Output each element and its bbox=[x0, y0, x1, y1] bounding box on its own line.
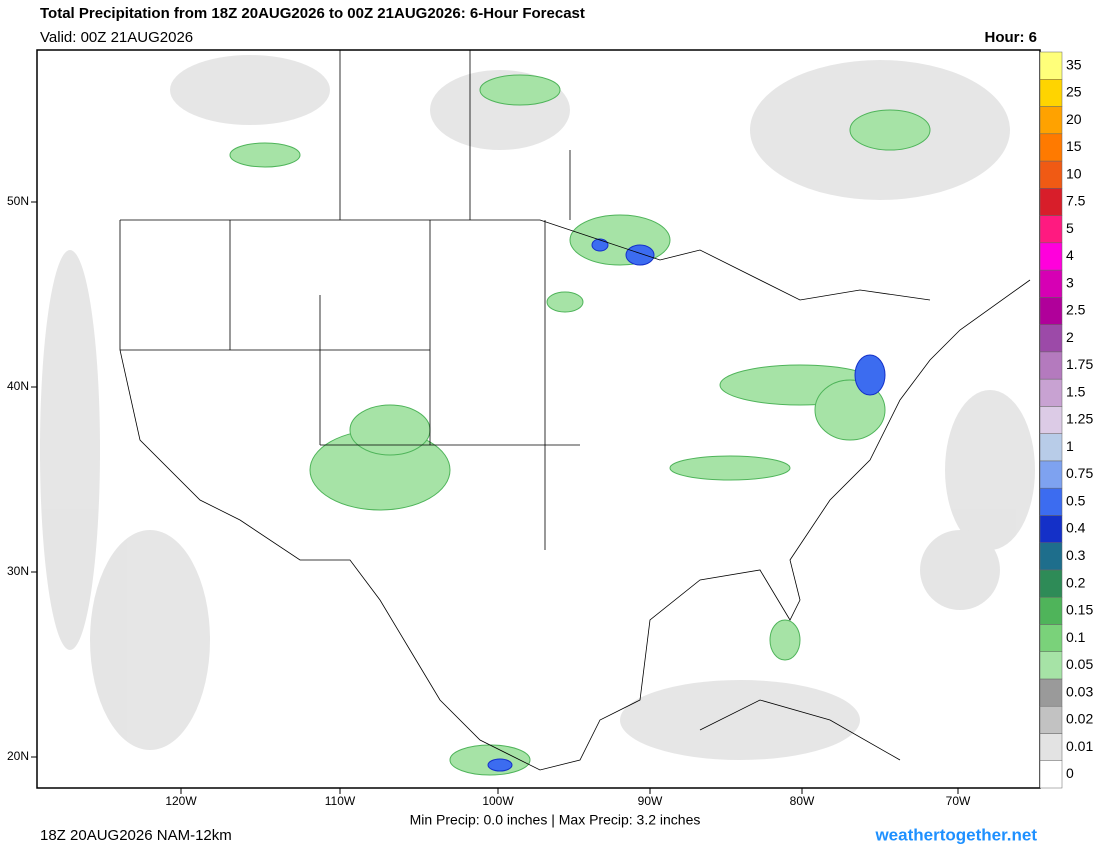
lon-label: 70W bbox=[946, 794, 971, 808]
colorbar-swatch bbox=[1039, 705, 1063, 734]
valid-time: Valid: 00Z 21AUG2026 bbox=[40, 29, 193, 46]
lat-label: 20N bbox=[7, 749, 29, 763]
colorbar-label: 5 bbox=[1066, 220, 1074, 236]
colorbar-label: 0.01 bbox=[1066, 738, 1093, 754]
colorbar-swatch bbox=[1039, 433, 1063, 462]
colorbar-label: 0.2 bbox=[1066, 574, 1086, 590]
colorbar-swatch bbox=[1039, 324, 1063, 353]
lat-label: 40N bbox=[7, 379, 29, 393]
precip-stats: Min Precip: 0.0 inches | Max Precip: 3.2… bbox=[410, 812, 701, 828]
map-area bbox=[36, 49, 1041, 789]
colorbar-label: 0.05 bbox=[1066, 656, 1093, 672]
colorbar-swatch bbox=[1039, 133, 1063, 162]
forecast-hour: Hour: 6 bbox=[985, 29, 1038, 46]
colorbar-label: 0.3 bbox=[1066, 547, 1086, 563]
colorbar-label: 0.4 bbox=[1066, 520, 1086, 536]
colorbar-swatch bbox=[1039, 678, 1063, 707]
colorbar-swatch bbox=[1039, 515, 1063, 543]
colorbar-label: 0.1 bbox=[1066, 629, 1086, 645]
colorbar-swatch bbox=[1039, 542, 1063, 571]
colorbar-label: 1.5 bbox=[1066, 383, 1086, 399]
colorbar-swatch bbox=[1039, 215, 1063, 244]
model-run: 18Z 20AUG2026 NAM-12km bbox=[40, 827, 232, 844]
colorbar-label: 0.02 bbox=[1066, 711, 1093, 727]
colorbar-label: 3 bbox=[1066, 274, 1074, 290]
colorbar-label: 10 bbox=[1066, 165, 1082, 181]
colorbar-swatch bbox=[1039, 406, 1063, 434]
colorbar-swatch bbox=[1039, 242, 1063, 271]
colorbar-swatch bbox=[1039, 460, 1063, 489]
title: Total Precipitation from 18Z 20AUG2026 t… bbox=[40, 5, 585, 22]
colorbar-swatch bbox=[1039, 651, 1063, 680]
colorbar-label: 20 bbox=[1066, 111, 1082, 127]
lon-label: 80W bbox=[790, 794, 815, 808]
colorbar-label: 7.5 bbox=[1066, 193, 1086, 209]
colorbar-label: 1.75 bbox=[1066, 356, 1093, 372]
colorbar-label: 0.5 bbox=[1066, 492, 1086, 508]
colorbar-label: 0.03 bbox=[1066, 683, 1093, 699]
colorbar-label: 2.5 bbox=[1066, 302, 1086, 318]
colorbar-swatch bbox=[1039, 106, 1063, 135]
colorbar-swatch bbox=[1039, 297, 1063, 325]
colorbar-label: 35 bbox=[1066, 56, 1082, 72]
colorbar-label: 0.15 bbox=[1066, 602, 1093, 618]
lon-label: 90W bbox=[638, 794, 663, 808]
colorbar-swatch bbox=[1039, 760, 1063, 789]
colorbar-label: 0.75 bbox=[1066, 465, 1093, 481]
site-name: weathertogether.net bbox=[874, 825, 1037, 844]
colorbar-swatch bbox=[1039, 160, 1063, 189]
colorbar-swatch bbox=[1039, 596, 1063, 625]
lat-label: 50N bbox=[7, 194, 29, 208]
colorbar-swatch bbox=[1039, 487, 1063, 516]
colorbar-label: 25 bbox=[1066, 84, 1082, 100]
colorbar-swatch bbox=[1039, 51, 1063, 80]
colorbar-swatch bbox=[1039, 79, 1063, 107]
colorbar-label: 2 bbox=[1066, 329, 1074, 345]
lat-label: 30N bbox=[7, 564, 29, 578]
colorbar-swatch bbox=[1039, 188, 1063, 216]
lon-label: 110W bbox=[325, 794, 356, 808]
colorbar-swatch bbox=[1039, 569, 1063, 598]
lon-label: 100W bbox=[482, 794, 514, 808]
colorbar-swatch bbox=[1039, 351, 1063, 380]
colorbar-swatch bbox=[1039, 624, 1063, 652]
colorbar-label: 15 bbox=[1066, 138, 1082, 154]
colorbar-label: 4 bbox=[1066, 247, 1074, 263]
colorbar-label: 0 bbox=[1066, 765, 1074, 781]
colorbar-swatch bbox=[1039, 269, 1063, 298]
colorbar-label: 1.25 bbox=[1066, 411, 1093, 427]
colorbar-swatch bbox=[1039, 378, 1063, 407]
colorbar-label: 1 bbox=[1066, 438, 1074, 454]
lon-label: 120W bbox=[165, 794, 197, 808]
colorbar-swatch bbox=[1039, 733, 1063, 761]
